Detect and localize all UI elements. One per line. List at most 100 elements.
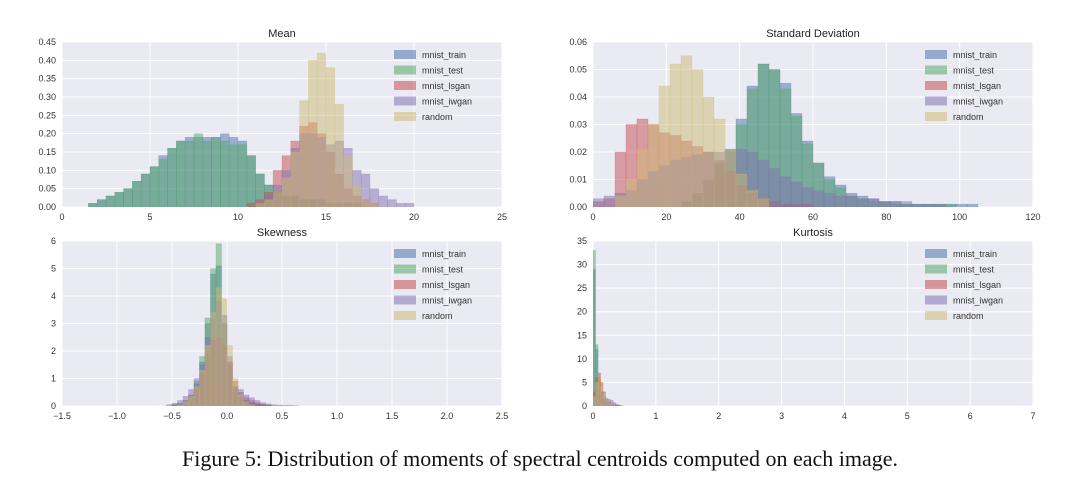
y-tick-label: 0.02 xyxy=(569,147,587,157)
y-tick-label: 0.03 xyxy=(569,120,587,130)
y-tick-label: 4 xyxy=(51,291,56,301)
legend-label: mnist_lsgan xyxy=(953,81,1001,91)
y-tick-label: 0.05 xyxy=(38,184,56,194)
y-tick-label: 0.01 xyxy=(569,175,587,185)
legend-label: mnist_lsgan xyxy=(953,280,1001,290)
legend-swatch-random xyxy=(394,112,416,121)
bar-random xyxy=(248,404,255,406)
x-tick-label: 7 xyxy=(1030,411,1035,421)
bar-random xyxy=(210,312,217,406)
bar-mnist_test xyxy=(246,155,256,207)
chart-title: Skewness xyxy=(257,227,308,239)
bar-mnist_test xyxy=(140,173,151,207)
legend-label: mnist_train xyxy=(422,50,466,60)
bar-mnist_iwgan xyxy=(287,405,294,406)
legend-swatch-mnist_train xyxy=(925,249,947,258)
x-tick-label: 120 xyxy=(1025,212,1040,222)
y-tick-label: 5 xyxy=(51,264,56,274)
bar-random xyxy=(352,184,362,207)
bar-random xyxy=(614,195,627,207)
y-tick-label: 35 xyxy=(577,236,587,246)
bar-mnist_iwgan xyxy=(254,400,261,406)
chart-std: Standard Deviation 0 20 40 60 80 100 120 0.00 0.0… xyxy=(569,28,1040,222)
y-tick-label: 0 xyxy=(51,401,56,411)
chart-skew: Skewness −1.5 −1.0 −0.5 0.0 0.5 1.0 1.5 2.0 2.5 0 1… xyxy=(51,227,508,421)
legend: mnist_train mnist_test mnist_lsgan mnist_iw… xyxy=(394,50,472,122)
y-tick-label: 0.05 xyxy=(569,65,587,75)
legend-label: mnist_train xyxy=(422,249,466,259)
legend-label: random xyxy=(953,311,984,321)
y-tick-label: 0 xyxy=(582,401,587,411)
bar-mnist_test xyxy=(237,144,248,207)
legend-label: mnist_iwgan xyxy=(953,296,1003,306)
legend-label: mnist_iwgan xyxy=(422,97,472,107)
y-tick-label: 0.10 xyxy=(38,165,56,175)
chart-title: Standard Deviation xyxy=(766,28,860,40)
bar-mnist_iwgan xyxy=(276,404,283,406)
legend-swatch-mnist_lsgan xyxy=(394,280,416,289)
bar-random xyxy=(264,199,274,207)
bar-random xyxy=(226,345,233,406)
legend-label: mnist_test xyxy=(422,66,464,76)
bar-mnist_iwgan xyxy=(878,201,891,207)
bar-random xyxy=(232,378,239,406)
bar-random xyxy=(188,396,195,406)
x-tick-label: 3 xyxy=(779,411,784,421)
bar-mnist_iwgan xyxy=(911,203,924,207)
legend-label: mnist_train xyxy=(953,50,997,60)
bar-mnist_iwgan xyxy=(615,403,619,406)
chart-kurt: Kurtosis 0 1 2 3 4 5 6 7 0 5 10 15 20 25 30 35 mnist_trai… xyxy=(577,227,1036,421)
x-tick-label: −0.5 xyxy=(163,411,181,421)
bar-mnist_iwgan xyxy=(933,203,946,207)
x-tick-label: 0.5 xyxy=(276,411,289,421)
bar-random xyxy=(290,151,300,207)
bar-mnist_iwgan xyxy=(166,404,173,406)
bar-mnist_test xyxy=(176,140,186,207)
y-tick-label: 0.06 xyxy=(569,37,587,47)
legend-label: mnist_test xyxy=(422,265,464,275)
legend-label: random xyxy=(422,112,453,122)
legend-label: mnist_lsgan xyxy=(422,280,470,290)
bar-random xyxy=(204,345,211,406)
legend-label: mnist_iwgan xyxy=(422,296,472,306)
bar-random xyxy=(237,394,244,406)
legend-swatch-mnist_test xyxy=(394,65,416,75)
bar-mnist_iwgan xyxy=(834,195,847,207)
bar-random xyxy=(215,287,222,406)
bar-random xyxy=(735,173,748,207)
bar-random xyxy=(272,192,283,207)
figure-caption: Figure 5: Distribution of moments of spe… xyxy=(181,446,899,471)
bar-random xyxy=(193,386,200,406)
bar-mnist_test xyxy=(88,203,98,207)
bar-mnist_iwgan xyxy=(768,168,781,207)
bar-random xyxy=(746,190,759,207)
bar-mnist_test xyxy=(158,159,168,207)
bar-mnist_test xyxy=(149,166,160,207)
y-tick-label: 5 xyxy=(582,377,587,387)
plot-background xyxy=(593,241,1033,406)
x-tick-label: −1.0 xyxy=(108,411,126,421)
chart-title: Kurtosis xyxy=(793,227,833,239)
bar-mnist_iwgan xyxy=(889,201,902,207)
bar-random xyxy=(607,402,611,406)
bar-random xyxy=(636,148,649,207)
y-tick-label: 0.25 xyxy=(38,110,56,120)
bars xyxy=(88,52,415,207)
legend-swatch-mnist_lsgan xyxy=(925,280,947,289)
y-tick-label: 0.04 xyxy=(569,92,587,102)
x-tick-label: 2 xyxy=(716,411,721,421)
bar-random xyxy=(593,396,596,406)
legend-label: mnist_lsgan xyxy=(422,81,470,91)
bar-random xyxy=(625,179,638,207)
legend: mnist_train mnist_test mnist_lsgan mnist_iw… xyxy=(394,249,472,321)
bar-random xyxy=(199,369,206,406)
bar-random xyxy=(369,203,380,207)
bar-mnist_test xyxy=(184,140,195,207)
bar-mnist_iwgan xyxy=(396,203,406,207)
bar-mnist_iwgan xyxy=(779,176,792,207)
bar-mnist_iwgan xyxy=(603,195,616,207)
bar-mnist_train xyxy=(966,203,979,207)
x-tick-label: 15 xyxy=(321,212,331,222)
legend-swatch-mnist_train xyxy=(925,50,947,59)
